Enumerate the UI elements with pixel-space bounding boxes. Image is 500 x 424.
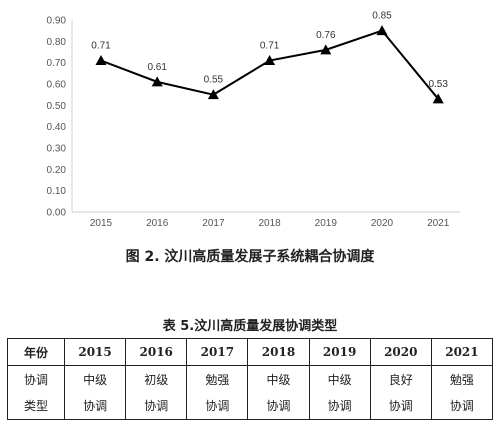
y-tick-label: 0.30: [47, 144, 67, 155]
line-chart: 0.00 0.10 0.20 0.30 0.40 0.50 0.60 0.70 0.80 0.90…: [47, 11, 460, 229]
data-label: 0.55: [204, 75, 224, 86]
year-cell: 2018: [247, 338, 310, 366]
x-tick-label: 2015: [90, 218, 113, 229]
year-cell: 2015: [63, 338, 127, 366]
type-line: 初级: [144, 372, 169, 387]
type-line: 协调: [449, 398, 474, 413]
y-tick-label: 0.20: [47, 165, 67, 176]
x-tick-label: 2019: [315, 218, 338, 229]
data-point-marker: [207, 89, 219, 100]
y-tick-label: 0.80: [47, 37, 67, 48]
type-line: 勉强: [205, 372, 230, 387]
data-label: 0.71: [91, 41, 111, 52]
data-label: 0.53: [428, 79, 448, 90]
year-cell: 2019: [308, 338, 371, 366]
x-tick-label: 2018: [258, 218, 281, 229]
data-label: 0.85: [372, 11, 392, 22]
x-tick-label: 2021: [427, 218, 450, 229]
type-cell: 勉强 协调: [186, 365, 249, 420]
type-line: 中级: [266, 372, 291, 387]
data-point-marker: [376, 25, 388, 36]
type-line: 协调: [205, 398, 230, 413]
coordination-type-table: 年份 2015 2016 2017 2018 2019 2020 2021 协调…: [7, 338, 494, 420]
data-point-marker: [320, 44, 332, 55]
table-type-row: 协调 类型 中级 协调 初级 协调 勉强 协调 中级 协调 中级 协调 良好 协…: [7, 365, 494, 420]
type-cell: 初级 协调: [125, 365, 188, 420]
row-label-line: 协调: [23, 372, 48, 387]
data-label: 0.71: [260, 41, 280, 52]
data-point-marker: [151, 76, 163, 87]
type-line: 中级: [83, 372, 108, 387]
type-line: 协调: [327, 398, 352, 413]
row-label: 协调 类型: [7, 365, 65, 420]
year-cell: 2017: [186, 338, 249, 366]
type-cell: 勉强 协调: [430, 365, 494, 420]
data-label: 0.76: [316, 30, 336, 41]
data-labels: 0.71 0.61 0.55 0.71 0.76 0.85 0.53: [91, 11, 448, 90]
y-tick-label: 0.50: [47, 101, 67, 112]
data-label: 0.61: [147, 62, 167, 73]
x-tick-label: 2016: [146, 218, 169, 229]
row-label-line: 类型: [23, 398, 48, 413]
y-tick-labels: 0.00 0.10 0.20 0.30 0.40 0.50 0.60 0.70 0.80 0.90: [47, 16, 67, 219]
type-line: 协调: [144, 398, 169, 413]
y-tick-label: 0.10: [47, 186, 67, 197]
y-tick-label: 0.00: [47, 208, 67, 219]
type-line: 勉强: [449, 372, 474, 387]
y-tick-label: 0.60: [47, 80, 67, 91]
type-line: 良好: [388, 372, 413, 387]
x-tick-labels: 2015 2016 2017 2018 2019 2020 2021: [90, 218, 450, 229]
data-point-marker: [264, 55, 276, 66]
header-label: 年份: [7, 338, 65, 366]
type-cell: 良好 协调: [369, 365, 432, 420]
figure-caption: 图 2. 汶川高质量发展子系统耦合协调度: [125, 249, 375, 265]
y-tick-label: 0.40: [47, 122, 67, 133]
data-point-marker: [432, 93, 444, 104]
type-cell: 中级 协调: [63, 365, 127, 420]
data-point-marker: [95, 55, 107, 66]
type-cell: 中级 协调: [308, 365, 371, 420]
type-line: 协调: [388, 398, 413, 413]
x-tick-label: 2020: [371, 218, 394, 229]
type-line: 协调: [83, 398, 108, 413]
type-line: 协调: [266, 398, 291, 413]
type-line: 中级: [327, 372, 352, 387]
year-cell: 2021: [430, 338, 494, 366]
y-tick-label: 0.70: [47, 58, 67, 69]
table-header-row: 年份 2015 2016 2017 2018 2019 2020 2021: [7, 338, 494, 366]
x-tick-label: 2017: [202, 218, 225, 229]
series-markers: [95, 25, 444, 104]
y-tick-label: 0.90: [47, 16, 67, 27]
year-cell: 2016: [125, 338, 188, 366]
year-cell: 2020: [369, 338, 432, 366]
table-caption: 表 5.汶川高质量发展协调类型: [162, 319, 338, 334]
type-cell: 中级 协调: [247, 365, 310, 420]
